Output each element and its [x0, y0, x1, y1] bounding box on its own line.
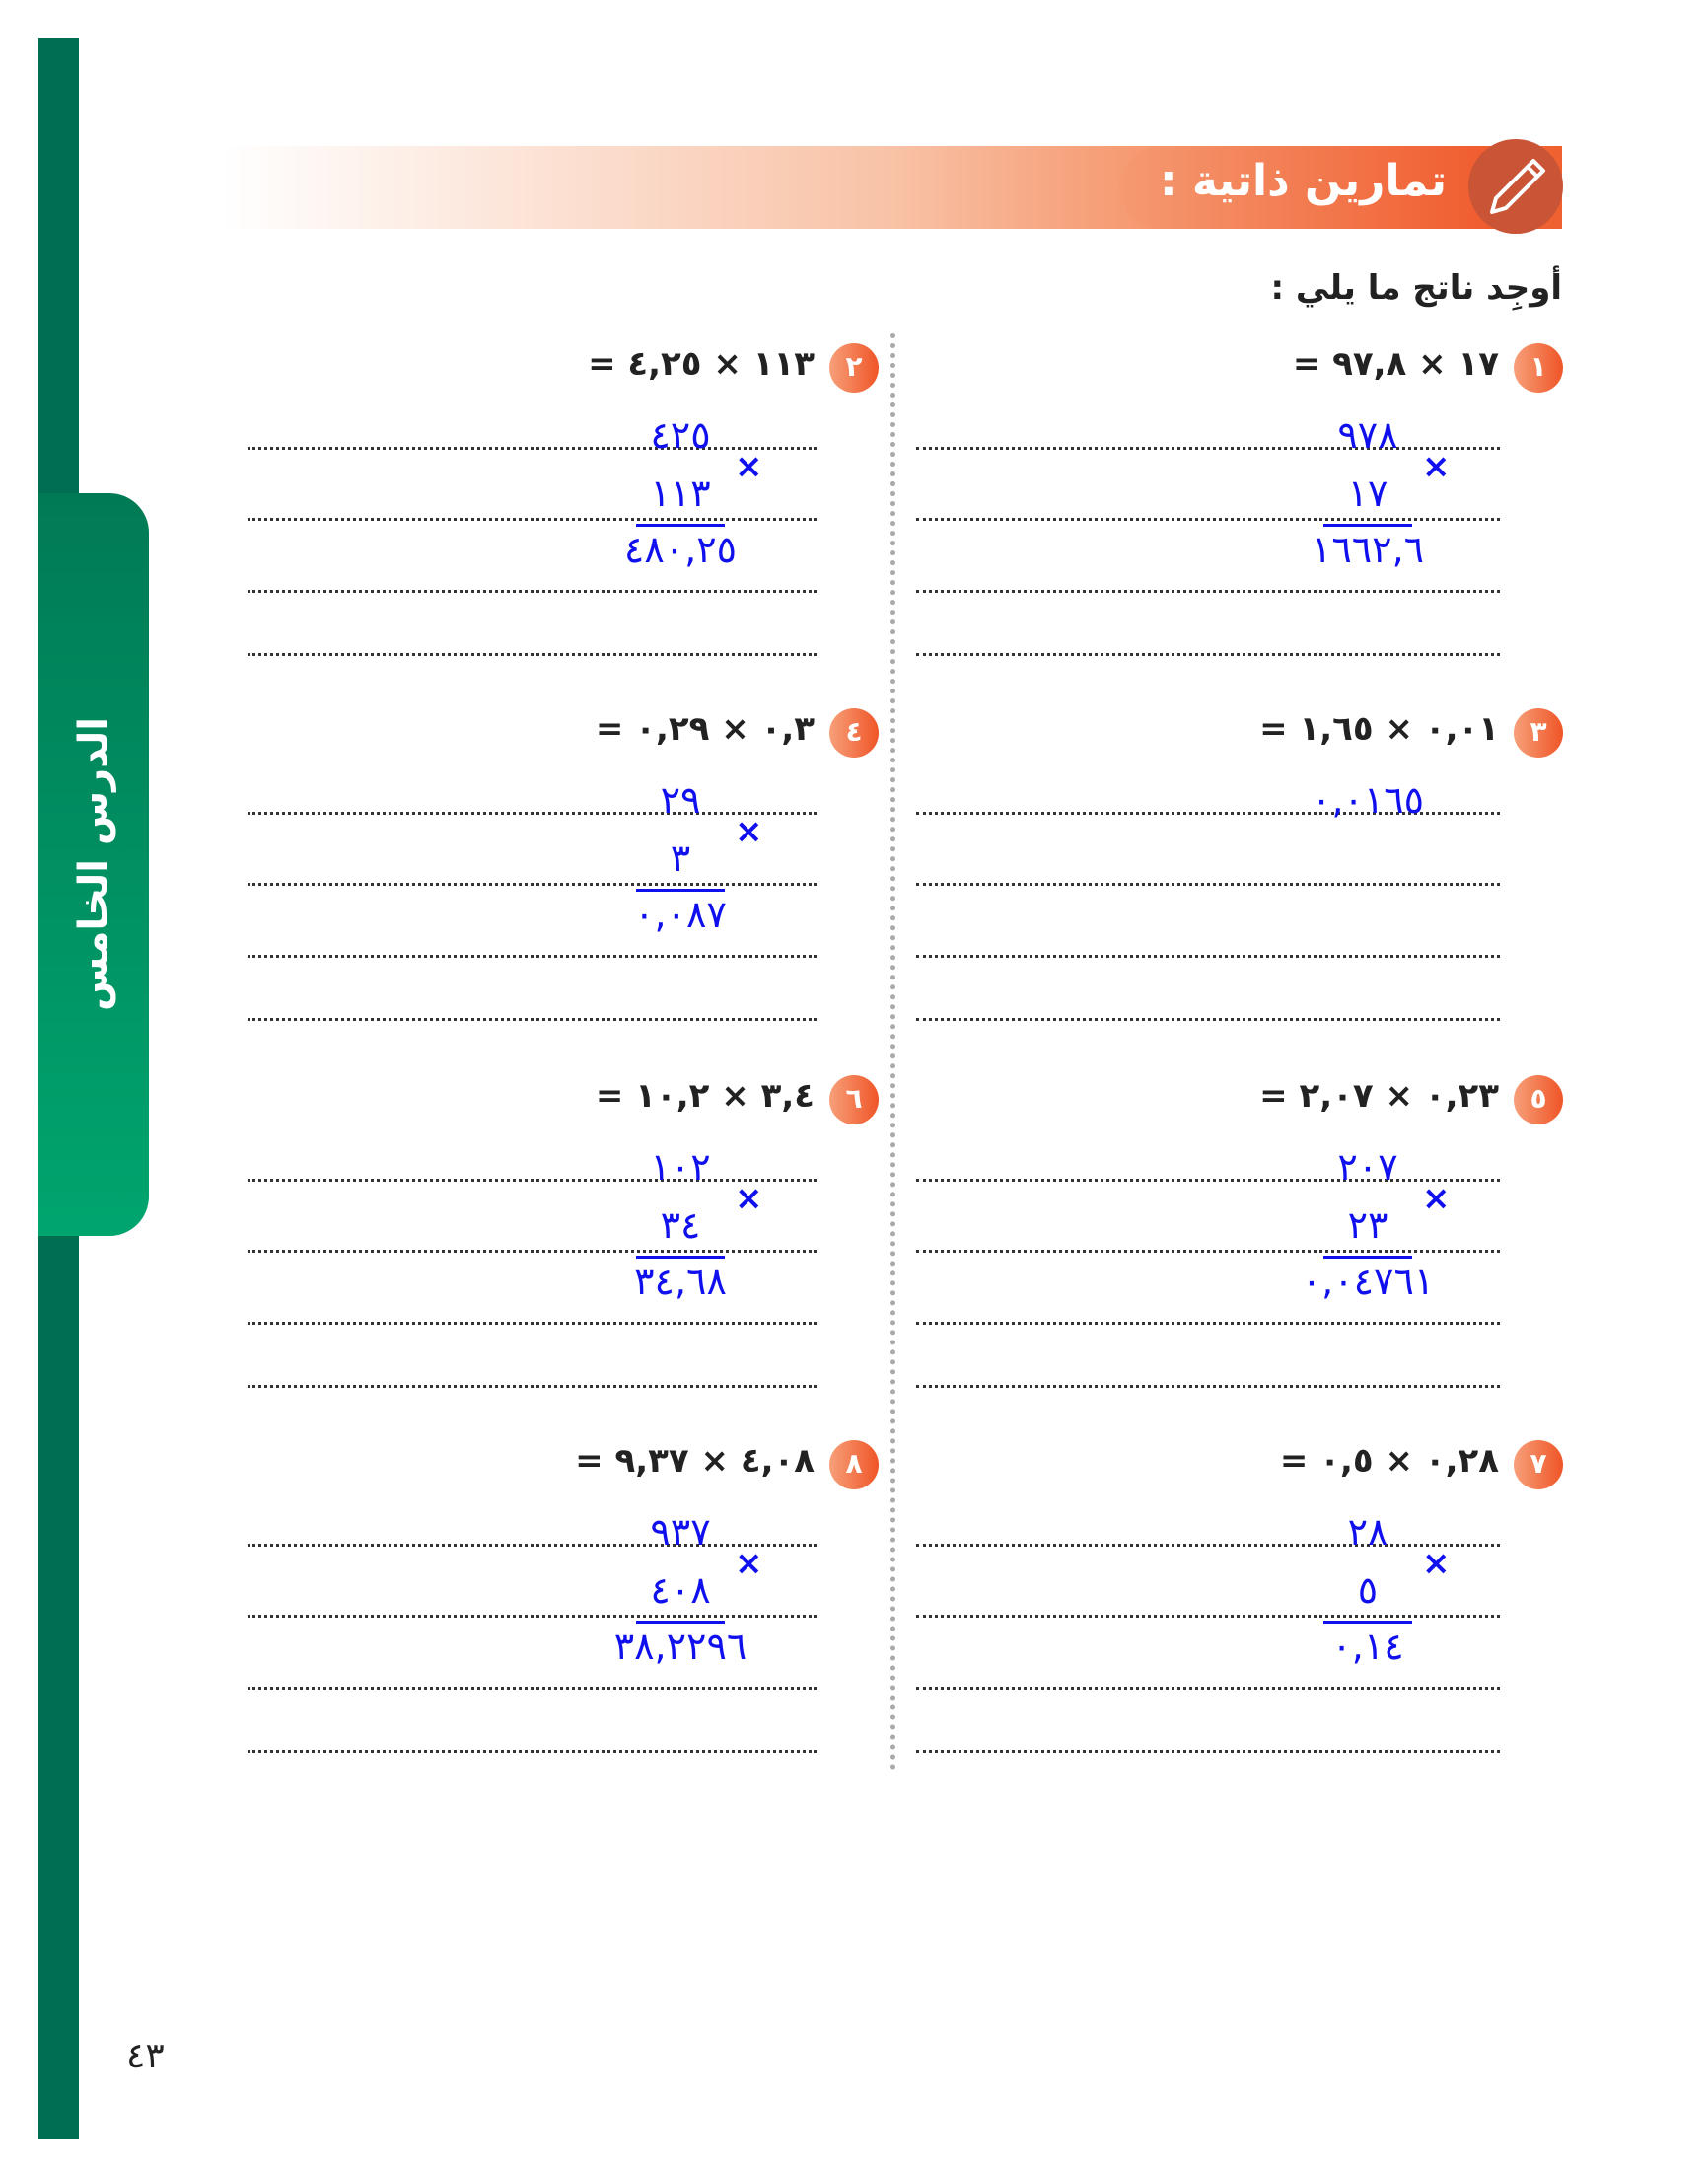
handwritten-result: ٠,٠٨٧ [634, 893, 727, 936]
handwritten-result: ٤٨٠,٢٥ [623, 528, 738, 571]
handwritten-rule [1323, 1256, 1412, 1259]
problem-number-badge: ٧ [1514, 1440, 1563, 1489]
handwritten-rule [1323, 1621, 1412, 1624]
handwritten-times-sign: × [735, 812, 763, 851]
problem-number-badge: ٣ [1514, 708, 1563, 758]
instruction-text: أوجِد ناتج ما يلي : [1270, 268, 1562, 308]
problem-expression: = ٠,٣ × ٠,٢٩ [595, 709, 815, 749]
answer-line [248, 447, 817, 450]
lesson-tab [38, 493, 149, 1236]
answer-line [916, 447, 1500, 450]
problem-expression: = ١١٣ × ٤,٢٥ [588, 344, 815, 384]
answer-line [916, 1179, 1500, 1182]
answer-line [248, 653, 817, 656]
handwritten-multiplier: ٤٠٨ [650, 1568, 711, 1612]
page-number: ٤٣ [126, 2036, 165, 2076]
handwritten-times-sign: × [1422, 447, 1451, 486]
answer-line [248, 1687, 817, 1690]
handwritten-multiplier: ٢٣ [1347, 1203, 1388, 1247]
pencil-icon [1468, 139, 1563, 234]
answer-line [248, 1018, 817, 1021]
lesson-label: الدرس الخامس [71, 717, 116, 1011]
answer-line [916, 1322, 1500, 1325]
handwritten-rule [636, 1256, 725, 1259]
handwritten-times-sign: × [1422, 1544, 1451, 1583]
handwritten-multiplicand: ١٠٢ [650, 1145, 711, 1189]
handwritten-result: ٠,٠١٦٥ [1311, 778, 1425, 822]
problem-expression: = ١٧ × ٩٧,٨ [1292, 344, 1499, 384]
answer-line [248, 812, 817, 815]
problem-number-badge: ٨ [829, 1440, 879, 1489]
handwritten-rule [636, 524, 725, 527]
answer-line [916, 883, 1500, 886]
handwritten-multiplier: ١٧ [1347, 471, 1388, 515]
answer-line [248, 1179, 817, 1182]
problem-number-badge: ٥ [1514, 1075, 1563, 1124]
header-pill [1119, 146, 1514, 229]
answer-line [916, 1615, 1500, 1618]
answer-line [248, 955, 817, 958]
handwritten-times-sign: × [1422, 1179, 1451, 1218]
handwritten-times-sign: × [735, 1179, 763, 1218]
answer-line [916, 1018, 1500, 1021]
answer-line [248, 1750, 817, 1753]
problem-number-badge: ١ [1514, 343, 1563, 393]
answer-line [916, 1750, 1500, 1753]
handwritten-result: ٠,٠٤٧٦١ [1301, 1260, 1435, 1303]
handwritten-multiplier: ١١٣ [650, 471, 711, 515]
handwritten-times-sign: × [735, 1544, 763, 1583]
answer-line [248, 1544, 817, 1547]
problem-expression: = ٤,٠٨ × ٩,٣٧ [575, 1441, 815, 1481]
handwritten-multiplicand: ٢٩ [660, 778, 701, 822]
handwritten-multiplicand: ٢٨ [1347, 1510, 1388, 1554]
handwritten-multiplier: ٣ [670, 836, 691, 880]
problem-expression: = ٠,٢٣ × ٢,٠٧ [1259, 1076, 1499, 1116]
column-divider [890, 333, 895, 1771]
answer-line [248, 590, 817, 593]
answer-line [916, 812, 1500, 815]
handwritten-rule [636, 1621, 725, 1624]
answer-line [248, 1615, 817, 1618]
answer-line [248, 1322, 817, 1325]
handwritten-multiplicand: ٩٣٧ [650, 1510, 711, 1554]
answer-line [248, 518, 817, 521]
answer-line [916, 653, 1500, 656]
problem-expression: = ٠,٠١ × ١,٦٥ [1259, 709, 1499, 749]
handwritten-rule [636, 889, 725, 892]
answer-line [916, 518, 1500, 521]
answer-line [916, 1687, 1500, 1690]
problem-number-badge: ٤ [829, 708, 879, 758]
handwritten-result: ٠,١٤ [1331, 1625, 1404, 1668]
problem-number-badge: ٢ [829, 343, 879, 393]
answer-line [916, 590, 1500, 593]
handwritten-multiplier: ٥ [1357, 1568, 1379, 1612]
problem-number-badge: ٦ [829, 1075, 879, 1124]
handwritten-rule [1323, 524, 1412, 527]
handwritten-result: ٣٨,٢٢٩٦ [613, 1625, 747, 1668]
problem-expression: = ٠,٢٨ × ٠,٥ [1279, 1441, 1499, 1481]
answer-line [916, 1385, 1500, 1388]
problem-expression: = ٣,٤ × ١٠,٢ [595, 1076, 815, 1116]
handwritten-multiplicand: ٤٢٥ [650, 413, 711, 457]
section-title: تمارين ذاتية : [1159, 156, 1447, 206]
answer-line [248, 883, 817, 886]
handwritten-multiplier: ٣٤ [660, 1203, 701, 1247]
answer-line [916, 955, 1500, 958]
handwritten-result: ٣٤,٦٨ [634, 1260, 727, 1303]
handwritten-multiplicand: ٢٠٧ [1337, 1145, 1398, 1189]
answer-line [248, 1250, 817, 1253]
handwritten-result: ١٦٦٢,٦ [1311, 528, 1425, 571]
handwritten-multiplicand: ٩٧٨ [1337, 413, 1398, 457]
handwritten-times-sign: × [735, 447, 763, 486]
answer-line [916, 1544, 1500, 1547]
answer-line [916, 1250, 1500, 1253]
answer-line [248, 1385, 817, 1388]
